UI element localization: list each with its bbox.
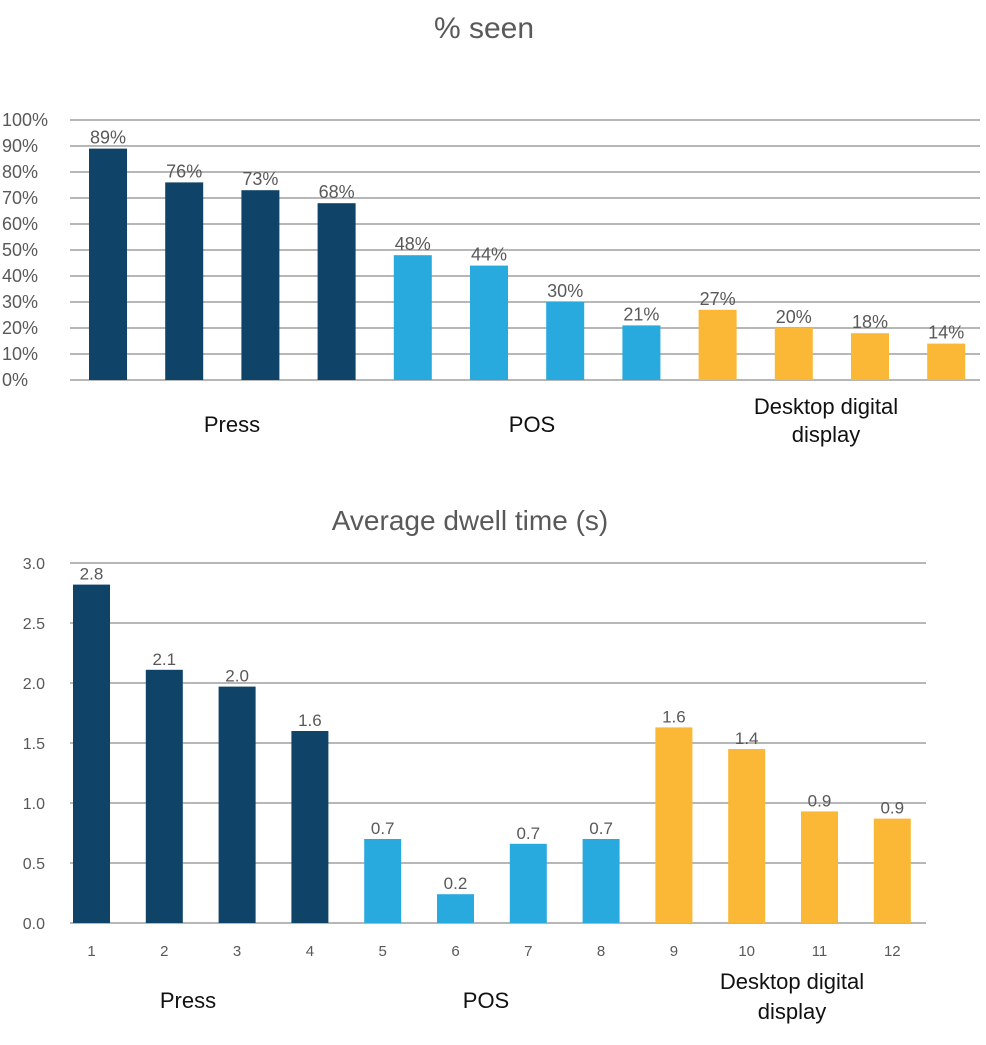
data-label: 89%	[90, 128, 126, 148]
data-label: 27%	[700, 289, 736, 309]
data-label: 2.1	[152, 650, 176, 669]
x-tick-label: 12	[884, 943, 901, 960]
data-label: 2.8	[80, 565, 104, 584]
x-tick-label: 5	[379, 943, 387, 960]
y-tick-label: 60%	[2, 214, 38, 234]
x-tick-label: 2	[160, 943, 168, 960]
bar	[873, 818, 911, 923]
data-label: 48%	[395, 234, 431, 254]
data-label: 68%	[319, 182, 355, 202]
bar	[73, 584, 110, 923]
bar	[437, 894, 474, 923]
y-tick-label: 2.5	[23, 616, 45, 633]
data-label: 30%	[547, 281, 583, 301]
bar	[622, 325, 661, 380]
data-label: 0.9	[808, 791, 832, 810]
data-label: 73%	[242, 169, 278, 189]
y-tick-label: 1.0	[23, 796, 45, 813]
data-label: 0.2	[444, 874, 468, 893]
y-tick-label: 30%	[2, 292, 38, 312]
data-label: 0.7	[371, 819, 395, 838]
group-label: POS	[509, 412, 555, 437]
data-label: 0.7	[516, 824, 540, 843]
x-tick-label: 10	[738, 943, 755, 960]
chart-title: % seen	[434, 12, 534, 45]
bar	[728, 749, 766, 923]
data-label: 44%	[471, 245, 507, 265]
bar	[655, 727, 693, 923]
y-tick-label: 80%	[2, 162, 38, 182]
bar	[145, 669, 183, 923]
bar	[801, 811, 838, 923]
bar	[241, 190, 280, 380]
group-label: Desktop digital	[720, 969, 864, 994]
bar	[364, 839, 402, 923]
bar	[317, 203, 356, 380]
x-tick-label: 11	[812, 943, 828, 960]
bar	[218, 686, 256, 923]
bar	[927, 343, 966, 380]
y-tick-label: 50%	[2, 240, 38, 260]
y-tick-label: 3.0	[23, 556, 45, 573]
y-tick-label: 0%	[2, 370, 28, 390]
chart-title: Average dwell time (s)	[332, 505, 608, 536]
y-tick-label: 1.5	[23, 736, 45, 753]
data-label: 1.6	[662, 707, 686, 726]
group-label: Press	[204, 412, 260, 437]
x-tick-label: 4	[306, 943, 314, 960]
y-tick-label: 2.0	[23, 676, 45, 693]
y-tick-label: 20%	[2, 318, 38, 338]
bar	[509, 843, 547, 923]
data-label: 18%	[852, 312, 888, 332]
y-tick-label: 70%	[2, 188, 38, 208]
group-label: display	[758, 999, 826, 1024]
data-label: 14%	[928, 323, 964, 343]
bar	[165, 182, 204, 380]
bar	[851, 333, 889, 380]
data-label: 21%	[623, 304, 659, 324]
y-tick-label: 0.5	[23, 856, 45, 873]
data-label: 1.6	[298, 711, 322, 730]
data-label: 76%	[166, 161, 202, 181]
bar	[698, 309, 737, 380]
x-tick-label: 9	[670, 943, 678, 960]
group-label: POS	[463, 988, 509, 1013]
bar	[470, 265, 508, 380]
data-label: 0.9	[880, 799, 904, 818]
data-label: 0.7	[589, 819, 613, 838]
data-label: 2.0	[225, 667, 249, 686]
y-tick-label: 100%	[2, 110, 48, 130]
bar	[89, 148, 127, 380]
x-tick-label: 3	[233, 943, 241, 960]
group-label: Press	[160, 988, 216, 1013]
bar	[582, 839, 620, 923]
y-tick-label: 0.0	[23, 916, 45, 933]
y-tick-label: 40%	[2, 266, 38, 286]
bar	[546, 302, 585, 380]
x-tick-label: 8	[597, 943, 605, 960]
data-label: 1.4	[735, 729, 759, 748]
y-tick-label: 10%	[2, 344, 38, 364]
x-tick-label: 1	[87, 943, 95, 960]
bar	[774, 328, 813, 380]
bar	[393, 255, 432, 380]
y-tick-label: 90%	[2, 136, 38, 156]
bar	[291, 731, 329, 923]
x-tick-label: 6	[451, 943, 459, 960]
group-label: display	[792, 422, 860, 447]
group-label: Desktop digital	[754, 394, 898, 419]
data-label: 20%	[776, 307, 812, 327]
x-tick-label: 7	[524, 943, 532, 960]
